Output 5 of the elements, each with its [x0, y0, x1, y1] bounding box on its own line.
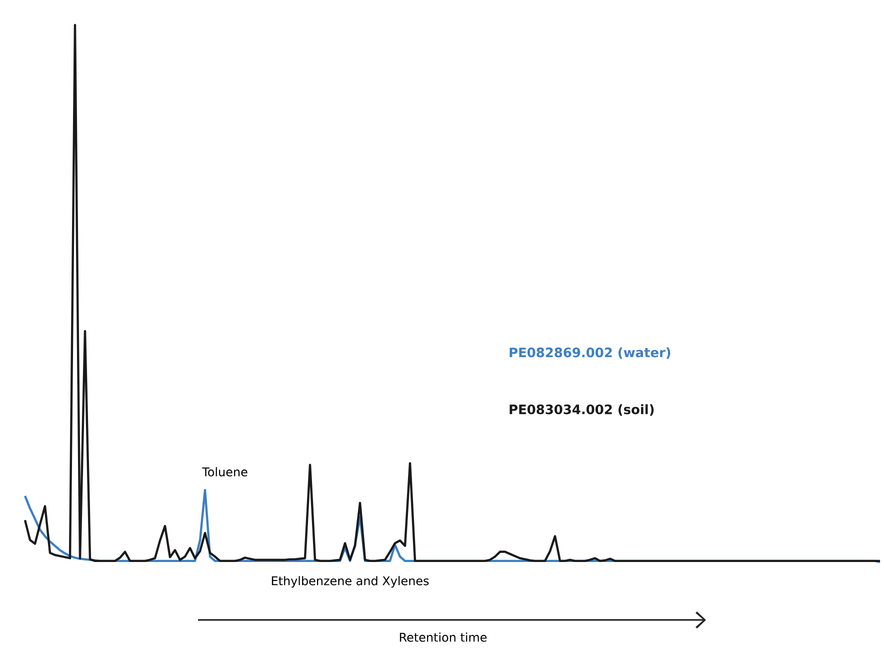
text: PE082869.002 (water) [510, 347, 670, 359]
annotation: Toluene [202, 467, 248, 476]
text: PE083034.002 (soil) [510, 404, 654, 416]
text: Ethylbenzene and Xylenes [272, 576, 429, 588]
text: Retention time [400, 632, 487, 642]
